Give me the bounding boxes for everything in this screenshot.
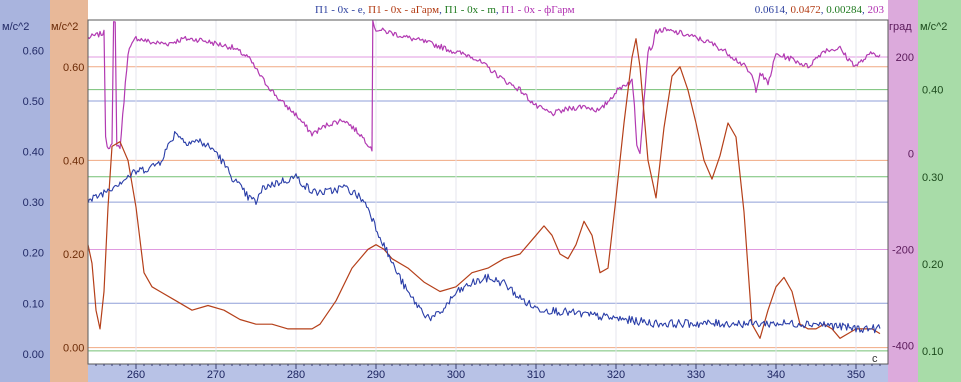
y-tick-label-violet: 200 (896, 52, 914, 64)
x-axis-unit: с (872, 353, 878, 365)
title-part: П1 - 0x - e (315, 4, 363, 16)
y-tick-label-violet: 0 (908, 148, 914, 160)
title-part: П1 - 0x - фГарм (501, 4, 574, 16)
unit-label-blue: м/с^2 (2, 21, 29, 33)
axis-band-green (918, 0, 961, 382)
y-tick-label-blue: 0.60 (23, 45, 44, 57)
x-tick-label: 350 (847, 369, 865, 381)
x-tick-label: 290 (367, 369, 385, 381)
series-line-orange (87, 38, 881, 339)
y-tick-label-green: 0.30 (922, 172, 943, 184)
x-tick-label: 340 (767, 369, 785, 381)
y-tick-label-violet: -400 (892, 341, 914, 353)
axis-band-violet (888, 0, 918, 382)
series-layer (87, 20, 881, 339)
x-tick-label: 320 (607, 369, 625, 381)
unit-label-green: м/с^2 (920, 21, 947, 33)
y-tick-label-orange: 0.20 (63, 249, 84, 261)
x-tick-labels: 260 270 280 290 300 310 320 330 340 350 (95, 364, 881, 381)
readout-part: , (862, 4, 868, 16)
y-tick-label-blue: 0.10 (23, 298, 44, 310)
y-tick-label-violet: -200 (892, 244, 914, 256)
title-part: , (496, 4, 502, 16)
y-tick-label-orange: 0.40 (63, 155, 84, 167)
x-tick-label: 260 (127, 369, 145, 381)
y-tick-label-green: 0.10 (922, 346, 943, 358)
x-tick-label: 330 (687, 369, 705, 381)
title-part: , (439, 4, 445, 16)
y-tick-label-blue: 0.00 (23, 349, 44, 361)
series-line-violet (87, 20, 881, 155)
unit-label-violet: град (889, 21, 912, 33)
y-tick-label-green: 0.40 (922, 85, 943, 97)
y-tick-labels: 0.00 0.10 0.20 0.30 0.40 0.50 0.60 0.00 0.20 0.40… (23, 45, 944, 361)
y-tick-label-blue: 0.50 (23, 96, 44, 108)
unit-label-orange: м/с^2 (51, 21, 78, 33)
readout-part: 0.00284 (826, 4, 862, 16)
y-tick-label-green: 0.20 (922, 259, 943, 271)
y-tick-label-orange: 0.00 (63, 343, 84, 355)
vertical-grid (135, 20, 857, 364)
x-tick-label: 300 (447, 369, 465, 381)
y-tick-label-blue: 0.30 (23, 197, 44, 209)
readout-part: , (785, 4, 791, 16)
title-part: П1 - 0x - аГарм (368, 4, 439, 16)
cursor-readout: 0.0614, 0.0472, 0.00284, 203 (755, 4, 885, 16)
readout-part: 0.0472 (791, 4, 821, 16)
axis-band-blue (0, 0, 50, 382)
readout-part: , (821, 4, 827, 16)
x-tick-label: 270 (207, 369, 225, 381)
y-tick-label-blue: 0.40 (23, 147, 44, 159)
horizontal-reference-lines (88, 56, 888, 352)
title-part: , (363, 4, 369, 16)
x-tick-label: 310 (527, 369, 545, 381)
title-part: П1 - 0x - m (445, 4, 497, 16)
series-title-line: П1 - 0x - e, П1 - 0x - аГарм, П1 - 0x - … (315, 4, 575, 16)
y-tick-label-blue: 0.20 (23, 248, 44, 260)
series-line-blue (87, 131, 881, 334)
readout-part: 203 (868, 4, 885, 16)
x-tick-label: 280 (287, 369, 305, 381)
readout-part: 0.0614 (755, 4, 786, 16)
axis-band-orange (50, 0, 88, 382)
plot-background (88, 0, 888, 382)
y-tick-label-orange: 0.60 (63, 62, 84, 74)
x-axis-strip (88, 364, 888, 382)
